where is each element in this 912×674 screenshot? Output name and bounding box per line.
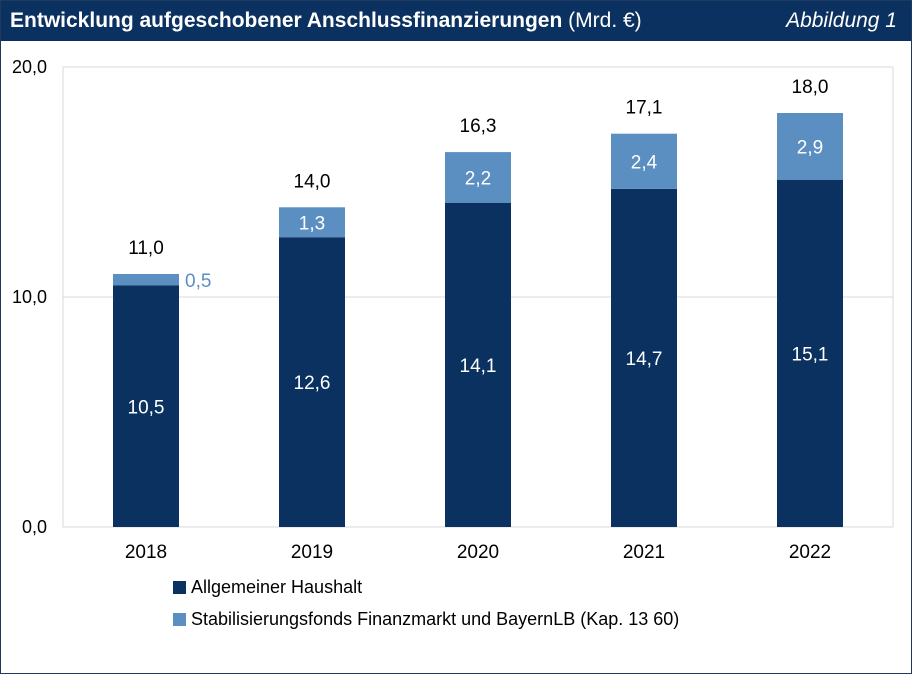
y-tick-label: 0,0 [22,517,47,537]
x-tick-label: 2022 [789,542,831,563]
data-label-allgemeiner-haushalt: 14,7 [626,349,663,370]
data-label-allgemeiner-haushalt: 12,6 [294,373,331,394]
figure-label: Abbildung 1 [786,9,897,32]
y-tick-label: 10,0 [12,287,47,307]
total-label: 16,3 [460,116,497,137]
bar-allgemeiner-haushalt-2021 [611,188,677,527]
total-label: 11,0 [128,238,164,259]
total-label: 14,0 [294,171,331,192]
x-tick-label: 2018 [125,542,167,563]
chart-title: Entwicklung aufgeschobener Anschlussfina… [10,1,642,41]
bar-allgemeiner-haushalt-2019 [279,237,345,527]
legend-swatch [173,581,186,594]
bar-allgemeiner-haushalt-2022 [777,179,843,527]
data-label-allgemeiner-haushalt: 10,5 [128,397,165,418]
bar-stabilisierungsfonds-2019 [279,207,345,238]
bar-allgemeiner-haushalt-2020 [445,202,511,527]
data-label-allgemeiner-haushalt: 14,1 [460,356,497,377]
y-tick-label: 20,0 [12,57,47,77]
legend-swatch [173,613,186,626]
total-label: 18,0 [792,77,829,98]
legend-label: Stabilisierungsfonds Finanzmarkt und Bay… [191,609,679,629]
x-tick-label: 2021 [623,542,665,563]
data-label-stabilisierungsfonds: 2,4 [631,152,658,173]
chart-title-main: Entwicklung aufgeschobener Anschlussfina… [10,9,563,32]
bar-stabilisierungsfonds-2021 [611,133,677,189]
total-label: 17,1 [626,98,663,119]
bar-stabilisierungsfonds-2018 [113,274,179,286]
data-label-stabilisierungsfonds: 1,3 [299,213,325,234]
data-label-stabilisierungsfonds: 2,9 [797,137,823,158]
bar-stabilisierungsfonds-2020 [445,152,511,203]
bar-allgemeiner-haushalt-2018 [113,285,179,527]
bar-stabilisierungsfonds-2022 [777,113,843,180]
title-bar: Entwicklung aufgeschobener Anschlussfina… [1,1,911,41]
data-label-stabilisierungsfonds: 0,5 [185,271,211,292]
x-tick-label: 2019 [291,542,333,563]
x-tick-label: 2020 [457,542,499,563]
chart-title-unit: (Mrd. €) [568,9,642,32]
legend-label: Allgemeiner Haushalt [191,577,362,597]
data-label-stabilisierungsfonds: 2,2 [465,168,491,189]
data-label-allgemeiner-haushalt: 15,1 [792,344,829,365]
